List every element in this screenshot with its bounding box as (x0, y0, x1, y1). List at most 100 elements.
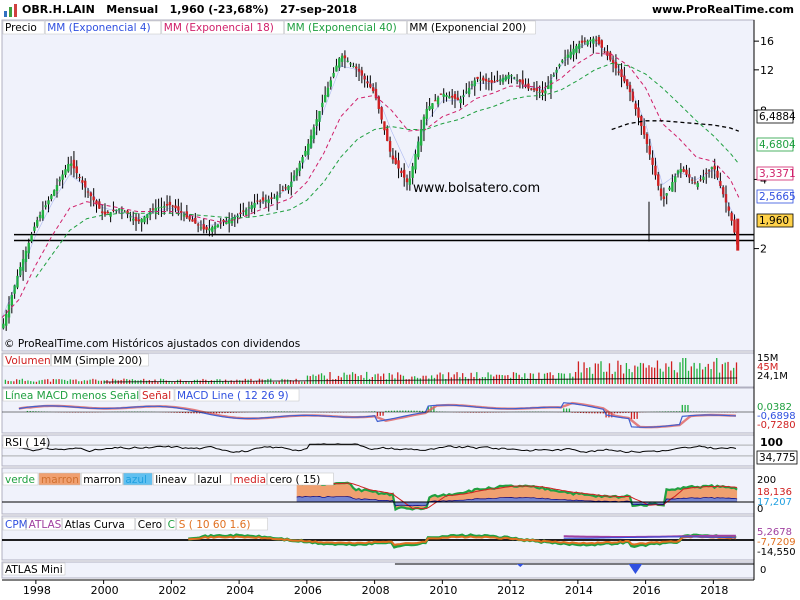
candle-body (439, 93, 443, 95)
value-label: 6,4884 (759, 111, 796, 123)
legend-box (165, 517, 177, 531)
legend-box (174, 388, 300, 402)
candle-body (383, 121, 386, 131)
candle-body (479, 79, 482, 81)
price-legend-item: MM (Exponencial 18) (164, 22, 274, 34)
candle-body (321, 102, 324, 108)
candle-body (575, 45, 578, 53)
candle-body (623, 75, 626, 82)
candle-body (44, 205, 47, 208)
candle-body (498, 79, 502, 82)
candle-body (507, 74, 510, 80)
candle-body (160, 206, 163, 208)
legend-box (161, 20, 284, 35)
site-name[interactable]: www.ProRealTime.com (651, 3, 794, 16)
candle-body (397, 160, 400, 169)
candle-body (182, 215, 186, 217)
candle-body (394, 157, 397, 164)
price-legend-item: MM (Exponencial 40) (287, 22, 397, 34)
candle-body (143, 216, 146, 223)
candle-body (580, 40, 584, 43)
candle-body (402, 169, 406, 178)
candle-body (211, 227, 214, 232)
candle-body (259, 200, 262, 202)
candle-body (515, 79, 519, 81)
candle-body (470, 84, 474, 86)
candle-body (287, 185, 290, 191)
candle-body (227, 219, 231, 224)
candle-body (41, 210, 45, 219)
candle-body (103, 211, 107, 215)
candle-body (501, 77, 505, 83)
legend-box (139, 388, 175, 402)
price-candles (2, 34, 739, 331)
candle-body (634, 103, 637, 110)
legend-box (80, 472, 123, 486)
candle-body (654, 165, 657, 176)
candle-body (72, 159, 76, 169)
macd-legend-item: MACD Line ( 12 26 9) (177, 390, 289, 402)
candle-body (555, 69, 558, 73)
candle-body (352, 65, 355, 67)
candle-body (338, 58, 341, 68)
candle-body (98, 201, 101, 209)
candle-body (425, 108, 428, 119)
colors-legend-item: azul (125, 474, 147, 486)
candle-body (179, 211, 183, 213)
candle-body (340, 55, 344, 62)
candle-body (586, 40, 589, 45)
legend-box (2, 20, 45, 35)
legend-box (2, 472, 39, 486)
candle-body (332, 72, 335, 77)
colors-label: 200 (757, 475, 776, 486)
candle-body (648, 145, 651, 155)
candle-body (552, 75, 556, 77)
candle-body (67, 163, 70, 172)
candle-body (496, 80, 499, 82)
candle-body (484, 78, 488, 82)
candle-body (140, 218, 143, 223)
candle-body (298, 163, 301, 171)
candle-body (292, 175, 296, 181)
candle-body (360, 70, 364, 76)
candle-body (304, 150, 307, 156)
macd-label: -0,7280 (757, 420, 796, 431)
legend-box (2, 353, 51, 367)
candle-body (569, 51, 572, 58)
candle-body (267, 199, 270, 203)
candle-body (208, 228, 211, 231)
y-tick-label: 16 (760, 35, 774, 48)
candle-body (24, 250, 28, 262)
candle-body (685, 169, 688, 175)
ema-4-line (1, 40, 740, 318)
candle-body (535, 87, 539, 91)
candle-body (657, 174, 660, 186)
candle-body (357, 68, 361, 72)
candle-body (637, 107, 640, 118)
candle-body (264, 199, 268, 202)
ema-18-line (1, 52, 740, 319)
value-label-box (756, 166, 794, 181)
candle-body (487, 80, 491, 82)
candle-body (620, 69, 623, 78)
candle-body (7, 304, 11, 318)
candle-body (611, 59, 615, 64)
candle-body (538, 91, 541, 93)
candle-body (707, 170, 711, 172)
candle-body (453, 94, 457, 99)
candle-body (343, 55, 347, 59)
candle-body (163, 206, 166, 208)
candle-body (278, 192, 282, 194)
candle-body (589, 39, 592, 42)
candle-body (335, 65, 338, 72)
rsi-label: 100 (760, 436, 783, 449)
y-tick-label: 12 (760, 64, 774, 77)
candle-body (309, 135, 313, 148)
candle-body (253, 202, 256, 208)
candle-body (177, 206, 180, 211)
cpm-label: 5,2678 (757, 527, 792, 538)
candle-body (146, 214, 149, 219)
candle-body (724, 194, 728, 203)
candle-body (69, 163, 73, 166)
